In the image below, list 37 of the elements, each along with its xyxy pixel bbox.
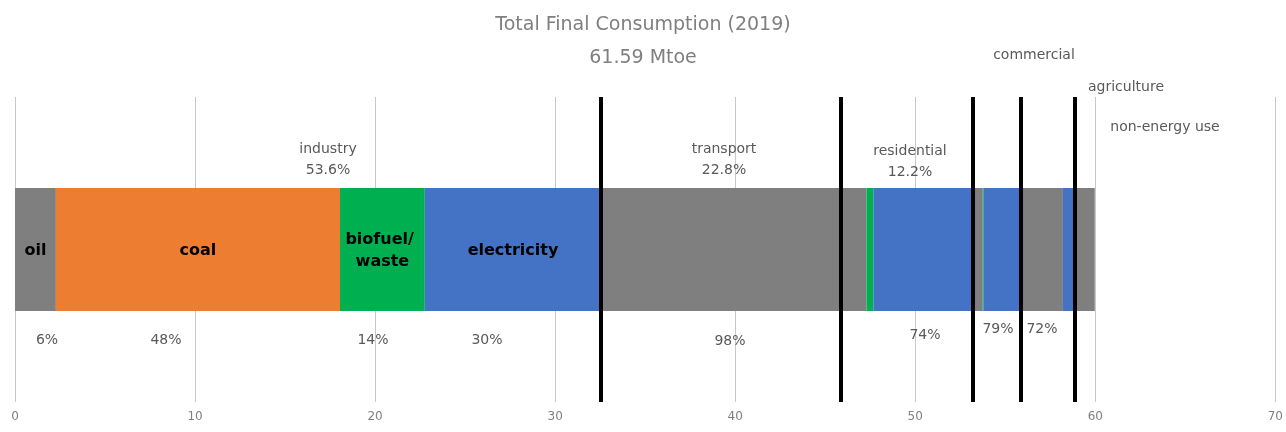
bar — [424, 188, 602, 311]
series-label: oil — [24, 240, 47, 259]
bar — [1020, 188, 1063, 311]
x-tick-label: 30 — [547, 409, 563, 423]
series-label: electricity — [467, 240, 559, 259]
series-label: biofuel/ waste — [345, 229, 420, 270]
annotation: 14% — [357, 331, 389, 347]
annotation: 98% — [714, 332, 746, 348]
x-tick-label: 0 — [11, 409, 19, 423]
x-tick-label: 10 — [187, 409, 203, 423]
x-tick-label: 20 — [367, 409, 383, 423]
bar — [601, 188, 841, 311]
series-label: coal — [179, 240, 217, 259]
annotation: transport 22.8% — [691, 139, 757, 177]
annotation: 30% — [471, 331, 503, 347]
annotation: non-energy use — [1110, 118, 1220, 134]
bar — [866, 188, 874, 311]
bar — [983, 188, 1021, 311]
bar — [15, 188, 56, 311]
x-tick-label: 40 — [727, 409, 743, 423]
text: agriculture — [1088, 78, 1164, 94]
bar — [55, 188, 340, 311]
x-tick-label: 50 — [907, 409, 923, 423]
annotation: industry 53.6% — [299, 139, 357, 177]
bar — [339, 188, 425, 311]
x-tick-label: 60 — [1087, 409, 1103, 423]
annotation: residential 12.2% — [873, 141, 947, 179]
text: commercial — [993, 46, 1075, 62]
chart-subtitle: 61.59 Mtoe — [589, 44, 697, 67]
annotation: 79% — [982, 320, 1014, 336]
annotation: 48% — [150, 331, 182, 347]
annotation: 74% — [909, 326, 941, 342]
bar — [873, 188, 973, 311]
annotation: 6% — [35, 331, 59, 347]
chart-title: Total Final Consumption (2019) — [494, 11, 791, 34]
annotation: 72% — [1026, 320, 1058, 336]
x-tick-label: 70 — [1267, 409, 1284, 423]
